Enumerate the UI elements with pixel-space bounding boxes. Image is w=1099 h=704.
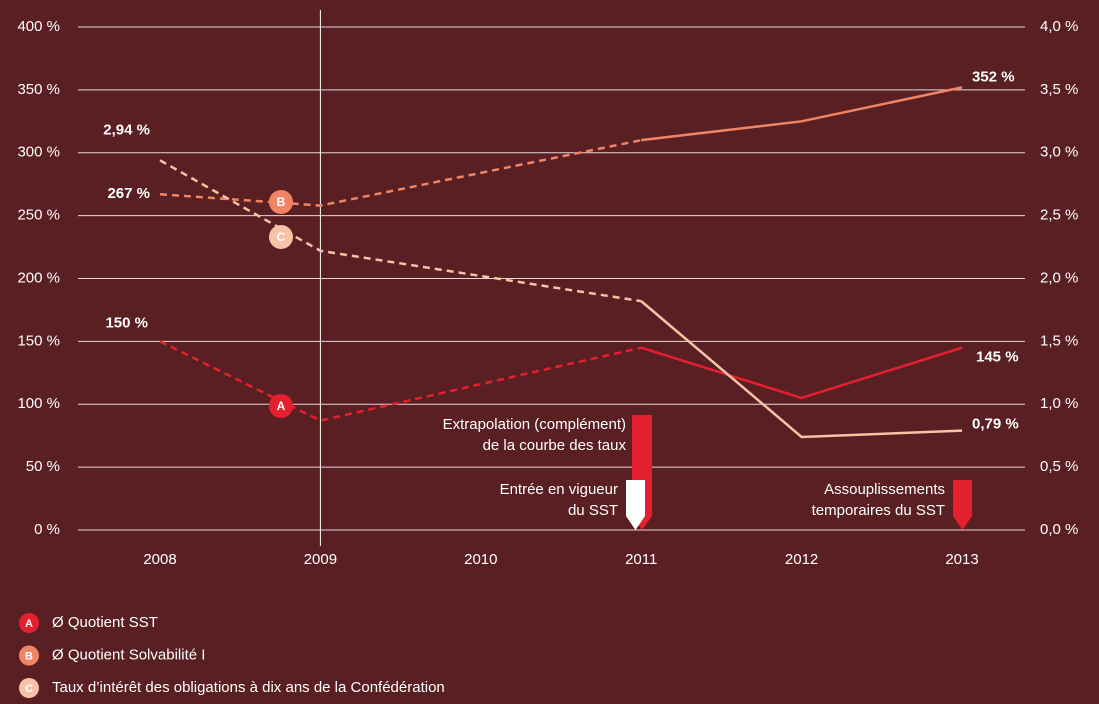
y2-tick-label: 1,0 % <box>1040 395 1078 412</box>
data-label: 0,79 % <box>972 416 1019 433</box>
y2-tick-label: 0,0 % <box>1040 521 1078 538</box>
legend-marker <box>19 613 39 633</box>
annotation-text: de la courbe des taux <box>483 437 627 454</box>
annotation-arrow <box>953 480 972 530</box>
y-tick-label: 250 % <box>17 207 60 224</box>
data-label: 145 % <box>976 349 1019 366</box>
legend-marker <box>19 645 39 666</box>
y-tick-label: 350 % <box>17 81 60 98</box>
series-marker-letter: B <box>277 195 286 209</box>
y-tick-label: 150 % <box>17 332 60 349</box>
y2-tick-label: 3,0 % <box>1040 144 1078 161</box>
legend-label: Ø Quotient Solvabilité I <box>52 646 205 663</box>
x-tick-label: 2013 <box>945 551 978 568</box>
y2-tick-label: 0,5 % <box>1040 458 1078 475</box>
y-tick-label: 0 % <box>34 521 60 538</box>
legend-marker-letter: C <box>25 683 33 695</box>
series-marker <box>269 394 293 418</box>
legend-marker <box>19 678 39 698</box>
x-tick-label: 2012 <box>785 551 818 568</box>
annotation-text: Extrapolation (complément) <box>443 416 626 433</box>
annotation-text: Entrée en vigueur <box>500 481 618 498</box>
y2-tick-label: 3,5 % <box>1040 81 1078 98</box>
x-tick-label: 2010 <box>464 551 497 568</box>
y-tick-label: 50 % <box>26 458 60 475</box>
line-segment <box>641 86 963 142</box>
series-marker <box>269 225 293 249</box>
line-segment <box>640 300 963 439</box>
x-tick-label: 2008 <box>143 551 176 568</box>
annotation-arrow <box>626 480 645 530</box>
annotation-text: du SST <box>568 502 618 519</box>
legend-label: Ø Quotient SST <box>52 614 158 631</box>
legend-label: Taux d’intérêt des obligations à dix ans… <box>52 679 445 696</box>
y-tick-label: 400 % <box>17 18 60 35</box>
legend-marker-letter: B <box>25 650 33 662</box>
x-tick-label: 2011 <box>625 551 657 568</box>
y-tick-label: 100 % <box>17 395 60 412</box>
annotation-text: Assouplissements <box>824 481 945 498</box>
series-marker-letter: A <box>277 399 286 413</box>
annotation-text: temporaires du SST <box>812 502 945 519</box>
data-label: 150 % <box>105 314 148 331</box>
data-label: 2,94 % <box>103 121 150 138</box>
y-tick-label: 200 % <box>17 269 60 286</box>
line-segment <box>159 159 642 303</box>
y2-tick-label: 4,0 % <box>1040 18 1078 35</box>
y2-tick-label: 2,5 % <box>1040 207 1078 224</box>
line-segment <box>159 138 642 207</box>
data-label: 352 % <box>972 68 1015 85</box>
line-segment <box>159 340 642 422</box>
line-segment <box>640 346 963 400</box>
y2-tick-label: 1,5 % <box>1040 332 1078 349</box>
y-tick-label: 300 % <box>17 144 60 161</box>
legend-marker-letter: A <box>25 618 33 630</box>
series-marker <box>269 190 293 214</box>
data-label: 267 % <box>107 185 150 202</box>
series-marker-letter: C <box>277 230 286 244</box>
y2-tick-label: 2,0 % <box>1040 269 1078 286</box>
x-tick-label: 2009 <box>304 551 337 568</box>
